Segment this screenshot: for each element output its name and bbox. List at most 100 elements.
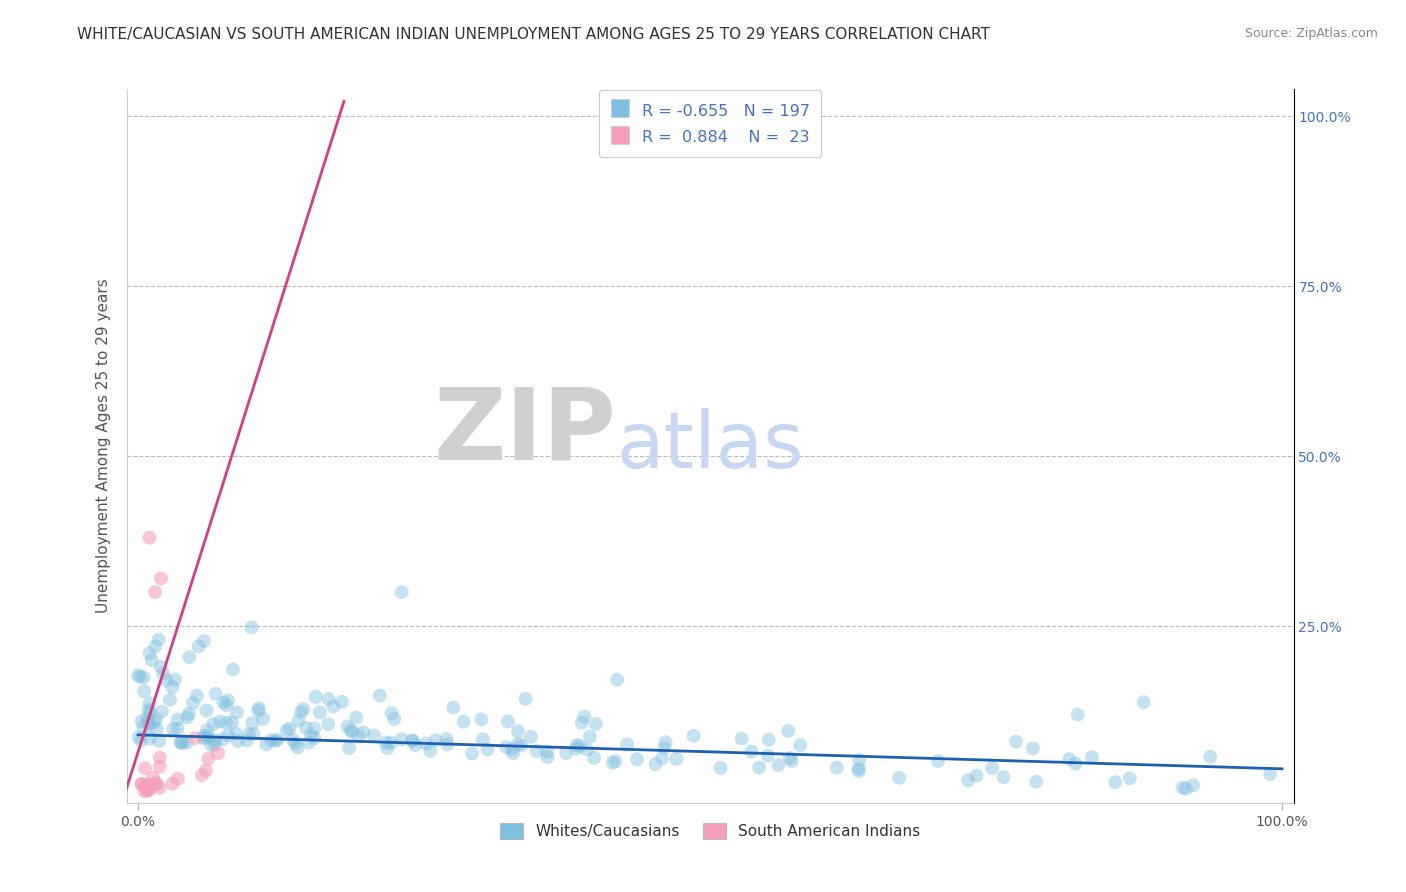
Point [200,738,222,752]
Point [993,770,1015,784]
Point [238,727,260,741]
Point [148,632,170,647]
Point [565,741,588,756]
Point [336,720,359,734]
Point [520,730,543,744]
Point [731,731,754,746]
Point [302,731,325,746]
Point [436,738,458,752]
Point [134,761,156,775]
Point [848,762,870,776]
Point [195,704,218,718]
Point [1057,752,1080,766]
Point [585,717,607,731]
Point [526,744,548,758]
Point [247,704,270,718]
Point [134,779,156,793]
Point [136,777,159,791]
Point [298,736,321,750]
Point [322,699,344,714]
Point [1067,707,1090,722]
Point [186,689,208,703]
Point [470,713,492,727]
Point [149,750,172,764]
Point [1182,778,1205,792]
Point [166,722,188,736]
Point [172,736,194,750]
Point [129,733,152,747]
Point [194,764,217,778]
Point [575,742,598,756]
Point [215,715,238,730]
Point [290,705,312,719]
Point [266,733,288,747]
Point [709,761,731,775]
Point [434,731,457,746]
Point [391,585,413,599]
Point [389,732,412,747]
Point [1171,780,1194,795]
Point [309,706,332,720]
Point [287,740,309,755]
Point [1199,749,1222,764]
Point [537,750,560,764]
Point [226,706,249,720]
Text: Source: ZipAtlas.com: Source: ZipAtlas.com [1244,27,1378,40]
Point [425,733,447,747]
Point [226,734,249,748]
Point [330,695,353,709]
Point [652,741,675,756]
Point [149,759,172,773]
Point [453,714,475,729]
Point [461,747,484,761]
Point [240,620,263,634]
Point [193,730,215,744]
Point [295,721,318,735]
Point [136,781,159,796]
Point [496,714,519,729]
Point [616,738,638,752]
Point [748,760,770,774]
Point [299,729,322,743]
Point [415,736,437,750]
Point [353,725,375,739]
Point [605,755,627,769]
Point [254,738,277,752]
Point [825,761,848,775]
Point [287,714,309,728]
Point [176,710,198,724]
Point [162,680,184,694]
Point [143,715,166,730]
Point [756,748,779,763]
Point [148,734,170,748]
Point [149,660,172,674]
Point [278,722,301,736]
Point [1258,767,1281,781]
Point [138,646,160,660]
Point [889,771,911,785]
Point [212,696,235,710]
Point [225,727,247,741]
Point [177,706,200,721]
Point [162,777,184,791]
Point [150,705,173,719]
Point [145,712,167,726]
Point [129,670,152,684]
Point [134,784,156,798]
Point [145,777,167,791]
Point [212,732,235,747]
Point [292,702,315,716]
Point [957,773,980,788]
Point [195,723,218,738]
Point [318,692,340,706]
Point [163,673,186,687]
Point [981,761,1004,775]
Point [141,653,163,667]
Point [204,687,226,701]
Point [222,663,245,677]
Point [152,666,174,681]
Point [136,715,159,730]
Point [780,754,803,768]
Point [138,531,160,545]
Point [217,693,239,707]
